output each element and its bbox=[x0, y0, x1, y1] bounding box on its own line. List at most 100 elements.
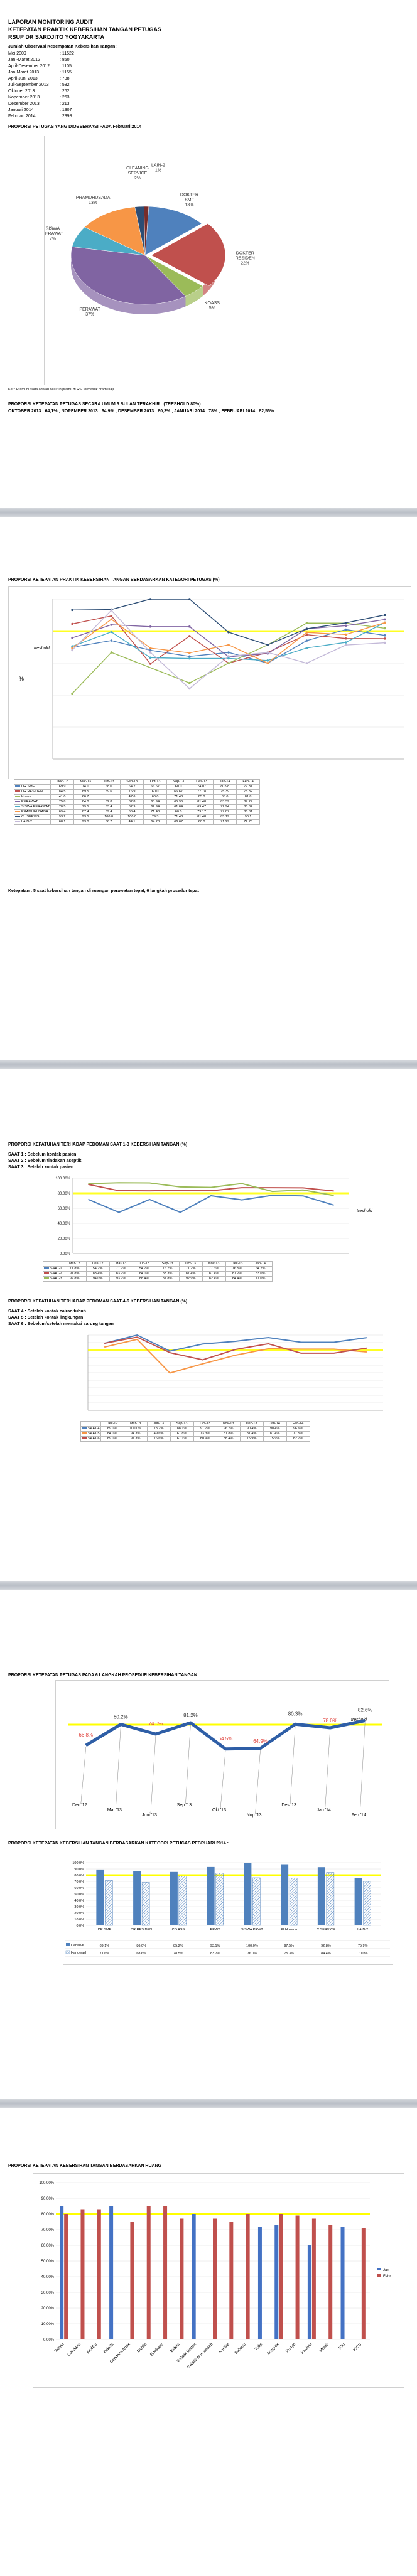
table-cell: 81.8 bbox=[236, 794, 261, 800]
observasi-period: Desember 2013 bbox=[8, 102, 40, 106]
data-label: 81.2% bbox=[183, 1713, 198, 1718]
bar-handrub bbox=[207, 1866, 215, 1925]
y-tick-label: 10.0% bbox=[74, 1918, 84, 1922]
bar bbox=[130, 2222, 134, 2339]
table-cell: 84.5 bbox=[50, 789, 75, 795]
x-tick-label: Okt '13 bbox=[212, 1808, 226, 1812]
table-cell: 84.0% bbox=[100, 1431, 124, 1437]
series-line bbox=[85, 1719, 366, 1751]
table-column-header: Jan-14 bbox=[248, 1261, 273, 1267]
x-tick-label: Estela bbox=[170, 2342, 181, 2353]
bar bbox=[328, 2225, 333, 2339]
table-cell: 89.0% bbox=[100, 1426, 124, 1432]
table-cell: 47.6 bbox=[120, 794, 144, 800]
legend-swatch bbox=[15, 811, 20, 813]
table-series-label: SAAT-2 bbox=[43, 1271, 63, 1277]
category-bar-chart-frame: 0.0% 10.0% 20.0% 30.0% 40.0% 50.0% 60.0% 70.0% 8… bbox=[63, 1856, 393, 1965]
table-series-label: SAAT-1 bbox=[43, 1266, 63, 1272]
table-cell: 80.98 bbox=[213, 784, 237, 790]
table-cell: 89.5 bbox=[73, 789, 98, 795]
data-point bbox=[149, 647, 152, 649]
threshold-label: treshold bbox=[34, 646, 50, 651]
data-point bbox=[188, 651, 191, 654]
table-cell: 100.0 bbox=[120, 814, 144, 820]
table-cell: 75.8 bbox=[50, 799, 75, 805]
pie-slice-label: SERVICE bbox=[128, 171, 148, 176]
pie-slice-label: PRAMUHUSADA bbox=[76, 196, 111, 200]
table-cell: 60.0 bbox=[143, 789, 168, 795]
data-label: 74.0% bbox=[149, 1721, 163, 1727]
category-bar-chart: 0.0% 10.0% 20.0% 30.0% 40.0% 50.0% 60.0% 70.0% 8… bbox=[65, 1861, 390, 1957]
data-point bbox=[227, 631, 230, 634]
y-tick-label: 0.0% bbox=[76, 1924, 84, 1928]
data-point bbox=[71, 622, 73, 625]
saat13-data-table: Mar-12 Des-12 Mar-13 Jun-13 Sep-13 Oct-13 Nov-… bbox=[43, 1261, 273, 1282]
bar bbox=[97, 2209, 101, 2339]
data-point bbox=[384, 641, 386, 644]
table-column-header: Des-12 bbox=[85, 1261, 110, 1267]
observasi-period: Jan -Maret 2012 bbox=[8, 58, 40, 62]
x-tick-label: Kartika bbox=[218, 2342, 230, 2355]
pie-slice-percent: 13% bbox=[185, 203, 193, 208]
table-cell: 85.19 bbox=[213, 814, 237, 820]
table-cell: 70.0% bbox=[358, 1952, 368, 1956]
observasi-value: : 850 bbox=[60, 58, 70, 62]
observasi-value: : 263 bbox=[60, 95, 70, 100]
observasi-period: Juli-September 2013 bbox=[8, 83, 49, 87]
table-column-header: Dec-12 bbox=[50, 779, 75, 785]
data-point bbox=[71, 609, 73, 612]
table-row: SAAT-2 91.8% 83.4% 83.2% 84.0% 83.3% 87.4% 87.4… bbox=[43, 1271, 273, 1277]
y-tick-label: 60.00% bbox=[58, 1207, 71, 1211]
table-cell: 68.1 bbox=[50, 819, 75, 825]
legend-swatch bbox=[15, 790, 20, 793]
data-point bbox=[149, 649, 152, 652]
table-cell: 100.0% bbox=[246, 1944, 258, 1948]
category-leader bbox=[359, 1722, 366, 1814]
table-column-header: Jan-14 bbox=[213, 779, 237, 785]
data-point bbox=[344, 621, 347, 624]
series-line bbox=[72, 622, 386, 661]
bar-handwash bbox=[215, 1873, 224, 1926]
series-line bbox=[88, 1183, 334, 1192]
data-point bbox=[149, 598, 152, 600]
data-point bbox=[188, 657, 191, 660]
table-cell: 82.7% bbox=[286, 1436, 310, 1442]
saat46-line-chart bbox=[87, 1334, 383, 1411]
table-cell: 74.1 bbox=[73, 784, 98, 790]
section6-title: PROPORSI KETEPATAN KEBERSIHAN TANGAN BER… bbox=[8, 1841, 229, 1846]
bar-handrub bbox=[244, 1863, 252, 1925]
bar bbox=[311, 2218, 316, 2339]
table-row: LAIN-2 68.1 93.0 66.7 44.1 64.28 66.67 60.0 71.2… bbox=[13, 819, 261, 825]
legend-swatch bbox=[65, 1950, 70, 1954]
y-tick-label: 90.00% bbox=[41, 2197, 55, 2201]
data-point bbox=[149, 625, 152, 628]
table-column-header: Dec-13 bbox=[239, 1421, 264, 1427]
y-tick-label: 30.00% bbox=[41, 2291, 55, 2295]
x-tick-label: Wisnu bbox=[54, 2342, 65, 2353]
page-separator bbox=[0, 1060, 417, 1069]
table-cell: 81.48 bbox=[190, 799, 214, 805]
y-tick-label: 10.00% bbox=[41, 2323, 55, 2326]
pie-note: Ket : Pramuhusada adalah seluruh pramu d… bbox=[8, 388, 114, 391]
table-cell: 85.0 bbox=[190, 794, 214, 800]
y-tick-label: 70.0% bbox=[74, 1880, 84, 1884]
table-cell: 81.48 bbox=[190, 814, 214, 820]
observasi-value: : 1105 bbox=[60, 64, 72, 68]
bar bbox=[246, 2214, 250, 2339]
bar bbox=[80, 2209, 85, 2339]
x-tick-label: Juni '13 bbox=[142, 1813, 157, 1818]
table-column-header: Sep-13 bbox=[155, 1261, 180, 1267]
data-point bbox=[344, 644, 347, 647]
data-label: 80.3% bbox=[288, 1711, 303, 1716]
data-point bbox=[71, 647, 73, 649]
table-column-header: Des-13 bbox=[190, 779, 214, 785]
table-column-header: Sep-13 bbox=[120, 779, 144, 785]
category-leader bbox=[325, 1729, 330, 1809]
table-cell: 84.0% bbox=[132, 1271, 156, 1277]
legend-swatch bbox=[44, 1277, 49, 1280]
table-cell: 83.3% bbox=[155, 1271, 180, 1277]
legend-swatch bbox=[82, 1432, 87, 1435]
page-separator bbox=[0, 508, 417, 517]
bar-handrub bbox=[354, 1878, 362, 1925]
bar-handwash bbox=[105, 1880, 113, 1926]
